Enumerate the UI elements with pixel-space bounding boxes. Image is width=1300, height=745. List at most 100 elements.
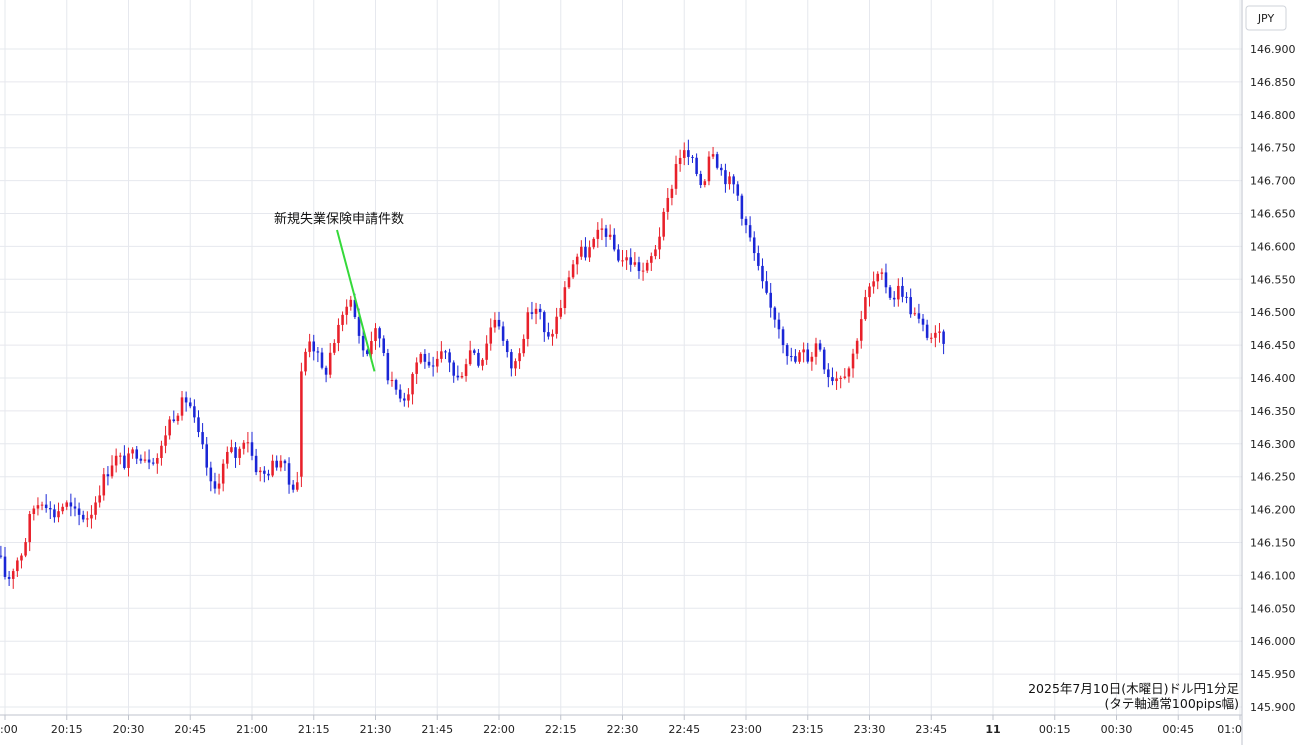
candle: [193, 399, 196, 423]
candle-body: [563, 287, 567, 309]
candle: [345, 299, 348, 325]
candle: [90, 505, 93, 529]
candle: [337, 318, 340, 352]
candle-body: [691, 156, 694, 158]
candle: [20, 553, 23, 569]
candle-body: [440, 351, 443, 359]
candle: [571, 259, 575, 280]
candle-body: [744, 218, 748, 226]
candle: [650, 252, 653, 272]
candle: [884, 263, 888, 294]
candle: [839, 375, 842, 389]
y-tick-label: 146.000: [1250, 635, 1296, 648]
candle-body: [925, 324, 929, 338]
candle: [365, 348, 369, 357]
candle: [201, 423, 204, 450]
candle: [868, 283, 871, 307]
candle-body: [230, 447, 233, 452]
candle: [151, 457, 155, 466]
candle-body: [118, 455, 122, 457]
candle: [695, 153, 698, 177]
candle: [818, 339, 822, 352]
candle: [514, 358, 517, 376]
candle: [559, 299, 563, 320]
x-tick-label: :00: [0, 723, 18, 736]
candle: [300, 362, 303, 488]
candle: [917, 303, 921, 324]
candle-body: [357, 317, 361, 336]
candle-body: [427, 361, 431, 366]
candle-body: [732, 176, 735, 185]
candle-body: [765, 281, 768, 293]
candle-body: [757, 253, 760, 266]
candle-body: [538, 308, 542, 313]
candle: [57, 502, 60, 523]
candle: [118, 452, 122, 465]
candle: [938, 322, 941, 343]
candle-body: [468, 350, 472, 365]
x-tick-label: 21:00: [236, 723, 268, 736]
candle-body: [328, 352, 332, 375]
candle-body: [349, 299, 353, 307]
candle-body: [102, 474, 106, 496]
candle: [176, 413, 180, 425]
candle: [390, 371, 394, 387]
candle-body: [699, 173, 702, 185]
candle-body: [431, 365, 435, 367]
x-tick-label: 21:30: [360, 723, 392, 736]
candle-body: [77, 508, 81, 515]
candle-body: [934, 332, 937, 338]
candle: [921, 314, 925, 332]
y-tick-label: 146.800: [1250, 109, 1296, 122]
candle-body: [69, 502, 73, 507]
candle-body: [687, 150, 690, 157]
candle: [328, 343, 332, 379]
annotation: 新規失業保険申請件数: [274, 211, 404, 372]
candle: [822, 347, 826, 374]
candle-body: [868, 286, 871, 298]
candle-body: [785, 345, 789, 357]
x-tick-label: 20:15: [51, 723, 83, 736]
candle: [254, 448, 258, 476]
candle-body: [160, 445, 163, 459]
candle: [633, 252, 637, 267]
candle-body: [32, 508, 36, 515]
candle: [761, 258, 764, 289]
candle-body: [748, 225, 752, 238]
candle-body: [798, 352, 801, 362]
candle: [316, 347, 320, 363]
candle-body: [81, 514, 85, 520]
candle-body: [139, 458, 143, 461]
candle-body: [880, 272, 884, 274]
candle-body: [238, 448, 241, 458]
candle-body: [193, 406, 196, 418]
candle-body: [901, 285, 904, 297]
candle-body: [859, 319, 863, 341]
candle-body: [283, 460, 287, 464]
candle-body: [674, 164, 678, 189]
candle-body: [291, 484, 295, 490]
candle: [419, 352, 423, 365]
candle-body: [929, 337, 933, 339]
candle: [110, 455, 114, 479]
candle-body: [361, 335, 365, 351]
candle: [49, 501, 52, 520]
candle: [567, 270, 571, 289]
candle-body: [505, 340, 509, 353]
candle: [230, 439, 233, 454]
candle: [888, 284, 892, 300]
candle: [905, 292, 908, 304]
candle: [604, 224, 608, 247]
candle: [250, 431, 254, 461]
candle: [543, 310, 546, 342]
candle: [654, 244, 657, 260]
candle: [794, 349, 797, 364]
candle: [547, 322, 550, 340]
candle: [460, 372, 464, 379]
candle-body: [36, 505, 40, 509]
candle: [691, 155, 694, 163]
x-tick-label: 23:15: [792, 723, 824, 736]
candle: [925, 319, 929, 341]
candle-body: [312, 341, 316, 352]
candle-body: [843, 376, 847, 378]
